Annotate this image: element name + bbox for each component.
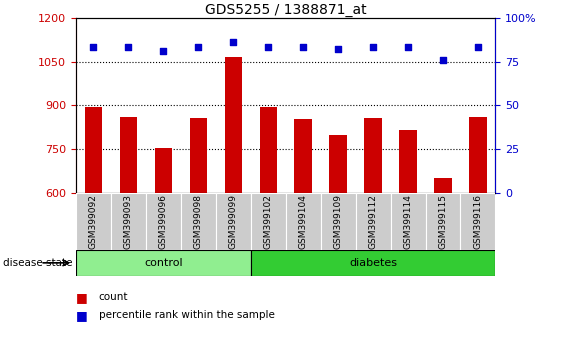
Text: GSM399104: GSM399104 [299,194,308,249]
Text: GSM399112: GSM399112 [369,194,378,249]
Bar [469,117,486,193]
Point [299,45,308,50]
Bar [216,193,251,250]
Text: control: control [144,258,183,268]
Text: GSM399114: GSM399114 [404,194,413,249]
Point [473,45,482,50]
Bar [356,193,391,250]
Text: GSM399116: GSM399116 [473,194,482,249]
Text: ■: ■ [76,291,88,304]
Bar [461,193,495,250]
Text: GSM399115: GSM399115 [439,194,448,249]
Bar [225,57,242,193]
Bar [85,107,102,193]
Bar [190,118,207,193]
Bar [260,107,277,193]
Bar [399,130,417,193]
Text: GSM399098: GSM399098 [194,194,203,249]
Text: disease state: disease state [3,258,72,268]
Point [194,45,203,50]
Point [439,57,448,63]
Bar [76,250,251,276]
Text: GSM399102: GSM399102 [263,194,272,249]
Bar [321,193,356,250]
Bar [434,178,452,193]
Bar [251,193,286,250]
Title: GDS5255 / 1388871_at: GDS5255 / 1388871_at [205,3,367,17]
Text: GSM399109: GSM399109 [334,194,343,249]
Point [124,45,133,50]
Text: percentile rank within the sample: percentile rank within the sample [99,310,274,320]
Text: GSM399096: GSM399096 [159,194,168,249]
Bar [155,148,172,193]
Point [404,45,413,50]
Point [89,45,98,50]
Text: GSM399092: GSM399092 [89,194,98,249]
Text: diabetes: diabetes [349,258,397,268]
Bar [329,135,347,193]
Bar [111,193,146,250]
Text: ■: ■ [76,309,88,321]
Bar [364,119,382,193]
Bar [391,193,426,250]
Point [369,45,378,50]
Bar [426,193,461,250]
Point [334,46,343,52]
Text: count: count [99,292,128,302]
Point [159,48,168,54]
Bar [294,119,312,193]
Bar [120,117,137,193]
Text: GSM399099: GSM399099 [229,194,238,249]
Point [263,45,272,50]
Bar [251,250,495,276]
Text: GSM399093: GSM399093 [124,194,133,249]
Bar [76,193,111,250]
Bar [181,193,216,250]
Point [229,39,238,45]
Bar [285,193,321,250]
Bar [146,193,181,250]
